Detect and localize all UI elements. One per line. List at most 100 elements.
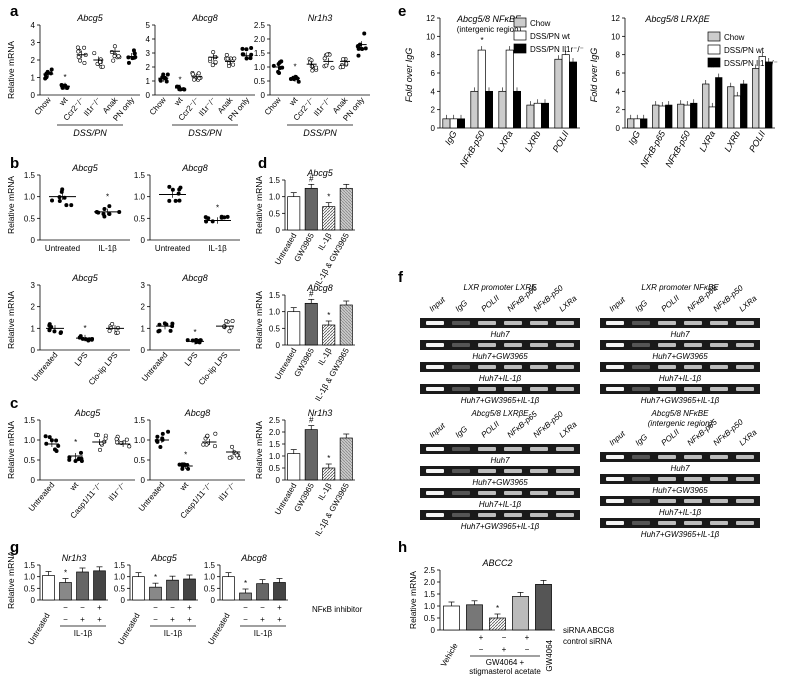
panel-e-chart-1-ytick-label: 4 xyxy=(616,87,621,96)
panel-b-chart-0-point xyxy=(57,199,62,204)
panel-c-chart-0-sig-label: * xyxy=(74,438,77,447)
panel-b-chart-1-point xyxy=(225,214,230,219)
panel-f-gel-3-band xyxy=(658,455,676,459)
panel-h-row1-sign: + xyxy=(479,633,484,642)
panel-b-chart-1-sig-label: * xyxy=(216,203,219,212)
panel-a-chart-1-ytick-label: 4 xyxy=(146,35,151,44)
panel-f-gel-0-band xyxy=(556,321,574,325)
panel-f-gel-3-gel-lane-strip xyxy=(600,496,760,506)
panel-f-gel-3-band xyxy=(710,499,728,503)
panel-g-row2-sign: + xyxy=(80,615,85,624)
panel-d-chart-1-ytick-label: 0.5 xyxy=(269,324,281,333)
panel-b-chart-1-point xyxy=(170,187,175,192)
panel-b-chart-1-title: Abcg8 xyxy=(181,163,208,173)
panel-a-chart-1-ytick-label: 3 xyxy=(146,49,151,58)
panel-g-row2-sign: + xyxy=(170,615,175,624)
panel-g-chart-2-bar xyxy=(256,583,269,601)
panel-b-chart-0-ytick-label: 0.5 xyxy=(24,214,36,223)
panel-b-chart-1-ytick-label: 0 xyxy=(141,236,146,245)
panel-g-row2-sign: − xyxy=(63,615,68,624)
panel-e-chart-0-bar xyxy=(533,102,542,129)
panel-f-gel-1-title: LXR promoter NFκBE xyxy=(641,283,719,292)
panel-f-gel-0-column-label: IgG xyxy=(454,298,470,313)
panel-g-chart-1-bar xyxy=(132,576,145,601)
panel-e-legend-1-swatch xyxy=(707,57,721,68)
panel-f-gel-0-title: LXR promoter LXRE xyxy=(464,283,538,292)
panel-c-chart-0-point xyxy=(73,458,78,463)
panel-d-chart-1-bar xyxy=(339,304,353,346)
panel-f-gel-0-band xyxy=(556,343,574,347)
panel-e-chart-1-bar xyxy=(633,118,641,129)
panel-c-chart-1-ytick-label: 1.0 xyxy=(134,436,146,445)
panel-f-gel-1-band xyxy=(684,365,702,369)
panel-g-group-label: IL-1β xyxy=(164,629,183,638)
panel-c-chart-1-point xyxy=(213,431,218,436)
panel-b-chart-0-cat-label: IL-1β xyxy=(98,244,117,253)
panel-d-chart-2-cat-label: IL-1β & GW3965 xyxy=(313,481,351,538)
panel-h-chart-sig-label: * xyxy=(496,604,499,613)
panel-f-gel-2-band xyxy=(478,447,496,451)
panel-a-chart-0-point xyxy=(76,55,81,60)
panel-b-chart-2-point xyxy=(110,321,115,326)
panel-g-ylabel: Relative mRNA xyxy=(6,551,16,609)
panel-a-chart-1-point xyxy=(163,76,168,81)
panel-f-gel-0-band xyxy=(556,365,574,369)
panel-f-gel-1-column-label: LXRa xyxy=(738,293,760,313)
panel-f-gel-2-band xyxy=(478,491,496,495)
panel-c-chart-0-point xyxy=(78,450,83,455)
panel-d-chart-2-ytick-label: 2.5 xyxy=(269,416,281,425)
panel-h-label: h xyxy=(398,539,407,556)
panel-a-chart-1-point xyxy=(224,53,229,58)
panel-e-chart-1-cat-label: NFκB-p50 xyxy=(663,129,692,169)
panel-h-chart-ytick-label: 1.0 xyxy=(424,602,436,611)
panel-e-chart-0-ytick-label: 0 xyxy=(431,124,436,133)
panel-a-label: a xyxy=(10,3,19,20)
panel-b-chart-3-point xyxy=(230,319,235,324)
panel-f-gel-2-column-label: IgG xyxy=(454,424,470,439)
panel-a-chart-1-point xyxy=(248,56,253,61)
panel-a-chart-2-point xyxy=(330,65,335,70)
panel-g-row2-sign: + xyxy=(277,615,282,624)
panel-h-chart-ytick-label: 2.0 xyxy=(424,578,436,587)
panel-d-chart-0-cat-label: IL-1β & GW3965 xyxy=(313,231,351,288)
panel-e-legend-0-swatch xyxy=(513,43,527,54)
panel-f-gel-2-gel-lane-strip xyxy=(420,488,580,498)
panel-a-chart-1-point xyxy=(190,72,195,77)
panel-g-row1-sign: − xyxy=(63,603,68,612)
panel-a-group-label: DSS/PN xyxy=(303,128,337,138)
panel-f-gel-3-band xyxy=(684,477,702,481)
panel-c-chart-1-ytick-label: 1.5 xyxy=(134,416,146,425)
panel-h-bracket-label: GW4064 + xyxy=(486,658,525,667)
panel-a-chart-1-point xyxy=(158,78,163,83)
panel-d-chart-2-title: Nr1h3 xyxy=(308,408,333,418)
panel-f-gel-3-column-label: LXRa xyxy=(738,427,760,447)
panel-b-chart-1-point xyxy=(167,198,172,203)
panel-c-chart-0-cat-label: wt xyxy=(67,480,80,493)
panel-c-chart-0-point xyxy=(97,447,102,452)
panel-c-chart-1-title: Abcg8 xyxy=(184,408,211,418)
panel-a-chart-1-ytick-label: 5 xyxy=(146,21,151,30)
panel-f-gel-0-band xyxy=(504,365,522,369)
panel-b-chart-3-ytick-label: 0 xyxy=(141,346,146,355)
panel-e-legend-1-swatch xyxy=(707,44,721,55)
panel-f-gel-0-band xyxy=(452,387,470,391)
panel-a-chart-2-point xyxy=(324,63,329,68)
panel-a-chart-0-sig-label: * xyxy=(63,73,66,82)
panel-b-chart-2-ytick-label: 3 xyxy=(31,281,36,290)
panel-d-chart-2-bar xyxy=(287,453,301,481)
panel-b-chart-2-cat-label: Untreated xyxy=(30,351,59,384)
panel-f-gel-2-column-label: Input xyxy=(428,421,448,440)
panel-e-chart-0-bar xyxy=(457,118,465,129)
panel-c-chart-0-title: Abcg5 xyxy=(74,408,102,418)
panel-e-legend-0-swatch xyxy=(513,30,527,41)
panel-b-chart-3-point xyxy=(157,328,162,333)
panel-f-gel-2-band xyxy=(426,513,444,517)
panel-a-chart-1-ytick-label: 1 xyxy=(146,77,151,86)
panel-a-chart-2-ytick-label: 1.0 xyxy=(254,63,266,72)
panel-f-gel-0-band xyxy=(478,321,496,325)
panel-d-ylabel-2: Relative mRNA xyxy=(254,421,264,479)
panel-d-ylabel-1: Relative mRNA xyxy=(254,291,264,349)
panel-b-chart-0-point xyxy=(59,189,64,194)
panel-a-chart-0-point xyxy=(82,45,87,50)
panel-d-chart-1-cat-label: IL-1β & GW3965 xyxy=(313,346,351,403)
